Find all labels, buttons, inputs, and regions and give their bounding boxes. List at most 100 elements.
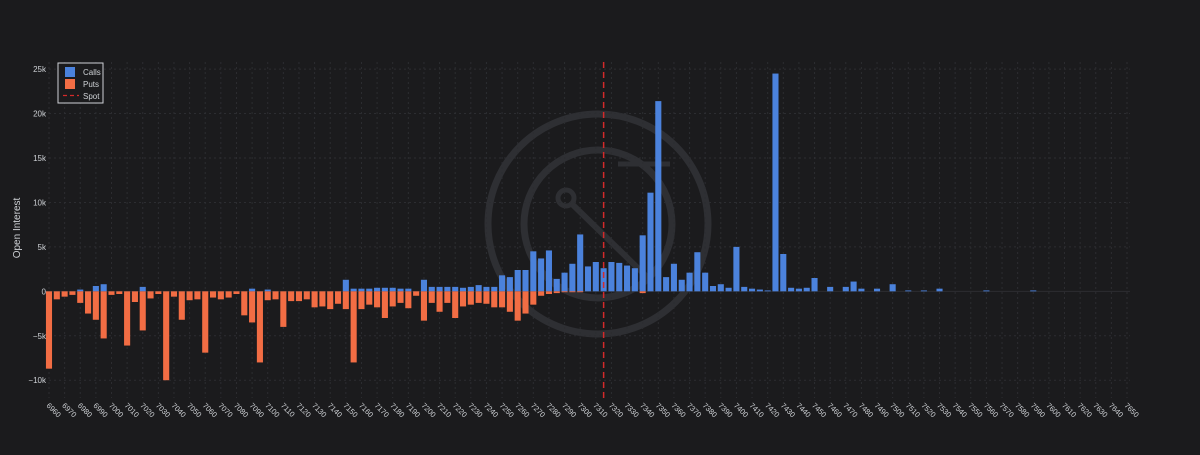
bar-puts-7270 bbox=[530, 291, 537, 305]
bar-calls-7200 bbox=[420, 279, 427, 292]
bar-puts-7050 bbox=[186, 291, 193, 301]
bar-puts-6990 bbox=[92, 291, 99, 320]
bar-puts-7155 bbox=[350, 291, 357, 363]
bar-calls-7325 bbox=[616, 262, 623, 292]
bar-calls-7155 bbox=[350, 288, 357, 292]
bar-puts-7205 bbox=[428, 291, 435, 303]
x-tick-label: 7260 bbox=[513, 401, 531, 419]
x-tick-label: 7000 bbox=[107, 401, 125, 419]
bar-puts-7265 bbox=[522, 291, 529, 314]
bar-calls-7260 bbox=[514, 270, 521, 292]
bar-calls-7295 bbox=[569, 263, 576, 292]
bar-puts-7085 bbox=[241, 291, 248, 316]
bar-puts-7170 bbox=[374, 291, 381, 308]
x-tick-label: 7050 bbox=[185, 401, 203, 419]
bar-puts-7160 bbox=[358, 291, 365, 310]
bar-puts-7150 bbox=[342, 291, 349, 310]
legend: Calls Puts Spot bbox=[57, 62, 104, 104]
bars bbox=[45, 73, 1037, 381]
bar-puts-6985 bbox=[85, 291, 92, 314]
bar-puts-7200 bbox=[420, 291, 427, 321]
bar-calls-7175 bbox=[381, 287, 388, 292]
x-tick-label: 7080 bbox=[232, 401, 250, 419]
x-tick-label: 7150 bbox=[341, 401, 359, 419]
bar-calls-7100 bbox=[264, 289, 271, 292]
bar-puts-7295 bbox=[569, 291, 576, 293]
bar-puts-7215 bbox=[444, 291, 451, 303]
bar-calls-7530 bbox=[936, 288, 943, 292]
bar-calls-7430 bbox=[780, 254, 787, 292]
bar-calls-7520 bbox=[920, 290, 927, 292]
x-tick-label: 7480 bbox=[857, 401, 875, 419]
x-tick-label: 7300 bbox=[576, 401, 594, 419]
bar-puts-7250 bbox=[499, 291, 506, 308]
legend-swatch-puts bbox=[65, 79, 75, 89]
y-tick-label: −5k bbox=[33, 332, 47, 341]
y-tick-label: 10k bbox=[33, 198, 47, 207]
x-tick-label: 7540 bbox=[951, 401, 969, 419]
bar-calls-7270 bbox=[530, 251, 537, 292]
legend-item-calls: Calls bbox=[65, 67, 101, 77]
bar-puts-7055 bbox=[194, 291, 201, 300]
x-tick-label: 7170 bbox=[373, 401, 391, 419]
legend-label-spot: Spot bbox=[83, 92, 100, 101]
x-tick-label: 7520 bbox=[919, 401, 937, 419]
x-tick-label: 7560 bbox=[982, 401, 1000, 419]
x-tick-label: 7350 bbox=[654, 401, 672, 419]
bar-puts-7340 bbox=[639, 291, 646, 294]
x-tick-label: 7360 bbox=[670, 401, 688, 419]
bar-calls-7440 bbox=[795, 288, 802, 292]
x-tick-label: 7220 bbox=[451, 401, 469, 419]
x-tick-label: 7460 bbox=[826, 401, 844, 419]
x-tick-label: 7530 bbox=[935, 401, 953, 419]
bar-puts-7140 bbox=[327, 291, 334, 310]
x-tick-label: 7450 bbox=[810, 401, 828, 419]
bar-calls-7370 bbox=[686, 272, 693, 292]
bar-calls-7310 bbox=[592, 262, 599, 292]
x-tick-label: 7340 bbox=[638, 401, 656, 419]
y-tick-label: 0 bbox=[42, 287, 47, 296]
bar-puts-7025 bbox=[147, 291, 154, 299]
y-axis-title: Open Interest bbox=[12, 197, 23, 258]
x-tick-label: 7570 bbox=[998, 401, 1016, 419]
bar-puts-7180 bbox=[389, 291, 396, 307]
x-tick-label: 7380 bbox=[701, 401, 719, 419]
x-tick-label: 7320 bbox=[607, 401, 625, 419]
bar-puts-6975 bbox=[69, 291, 76, 295]
y-tick-label: −10k bbox=[28, 376, 47, 385]
bar-puts-7120 bbox=[295, 291, 303, 302]
bar-puts-7195 bbox=[413, 291, 420, 296]
bar-calls-7090 bbox=[249, 288, 256, 292]
x-tick-label: 7200 bbox=[420, 401, 438, 419]
watermark-logo bbox=[484, 110, 712, 338]
bar-calls-7400 bbox=[733, 246, 740, 292]
x-tick-label: 7130 bbox=[310, 401, 328, 419]
bar-calls-7210 bbox=[436, 286, 443, 292]
bar-calls-7360 bbox=[670, 263, 677, 292]
legend-item-puts: Puts bbox=[65, 79, 99, 89]
bar-puts-7075 bbox=[225, 291, 232, 298]
bar-puts-7005 bbox=[116, 291, 123, 294]
x-tick-label: 6990 bbox=[91, 401, 109, 419]
x-tick-label: 7490 bbox=[873, 401, 891, 419]
x-tick-label: 7500 bbox=[888, 401, 906, 419]
x-tick-label: 7010 bbox=[123, 401, 141, 419]
bar-calls-7240 bbox=[483, 286, 490, 292]
bar-calls-7315 bbox=[600, 268, 607, 292]
bar-puts-7015 bbox=[131, 291, 138, 302]
x-tick-label: 7600 bbox=[1044, 401, 1062, 419]
bar-calls-6990 bbox=[92, 286, 99, 292]
x-tick-label: 7510 bbox=[904, 401, 922, 419]
bar-puts-7275 bbox=[538, 291, 545, 296]
x-tick-label: 7420 bbox=[763, 401, 781, 419]
bar-calls-7255 bbox=[506, 277, 513, 292]
bar-puts-7080 bbox=[233, 291, 240, 294]
bar-calls-7160 bbox=[358, 288, 365, 292]
x-tick-label: 7250 bbox=[498, 401, 516, 419]
bar-calls-7280 bbox=[545, 250, 552, 292]
x-tick-label: 7650 bbox=[1123, 401, 1141, 419]
x-tick-label: 7270 bbox=[529, 401, 547, 419]
x-tick-label: 6970 bbox=[60, 401, 78, 419]
